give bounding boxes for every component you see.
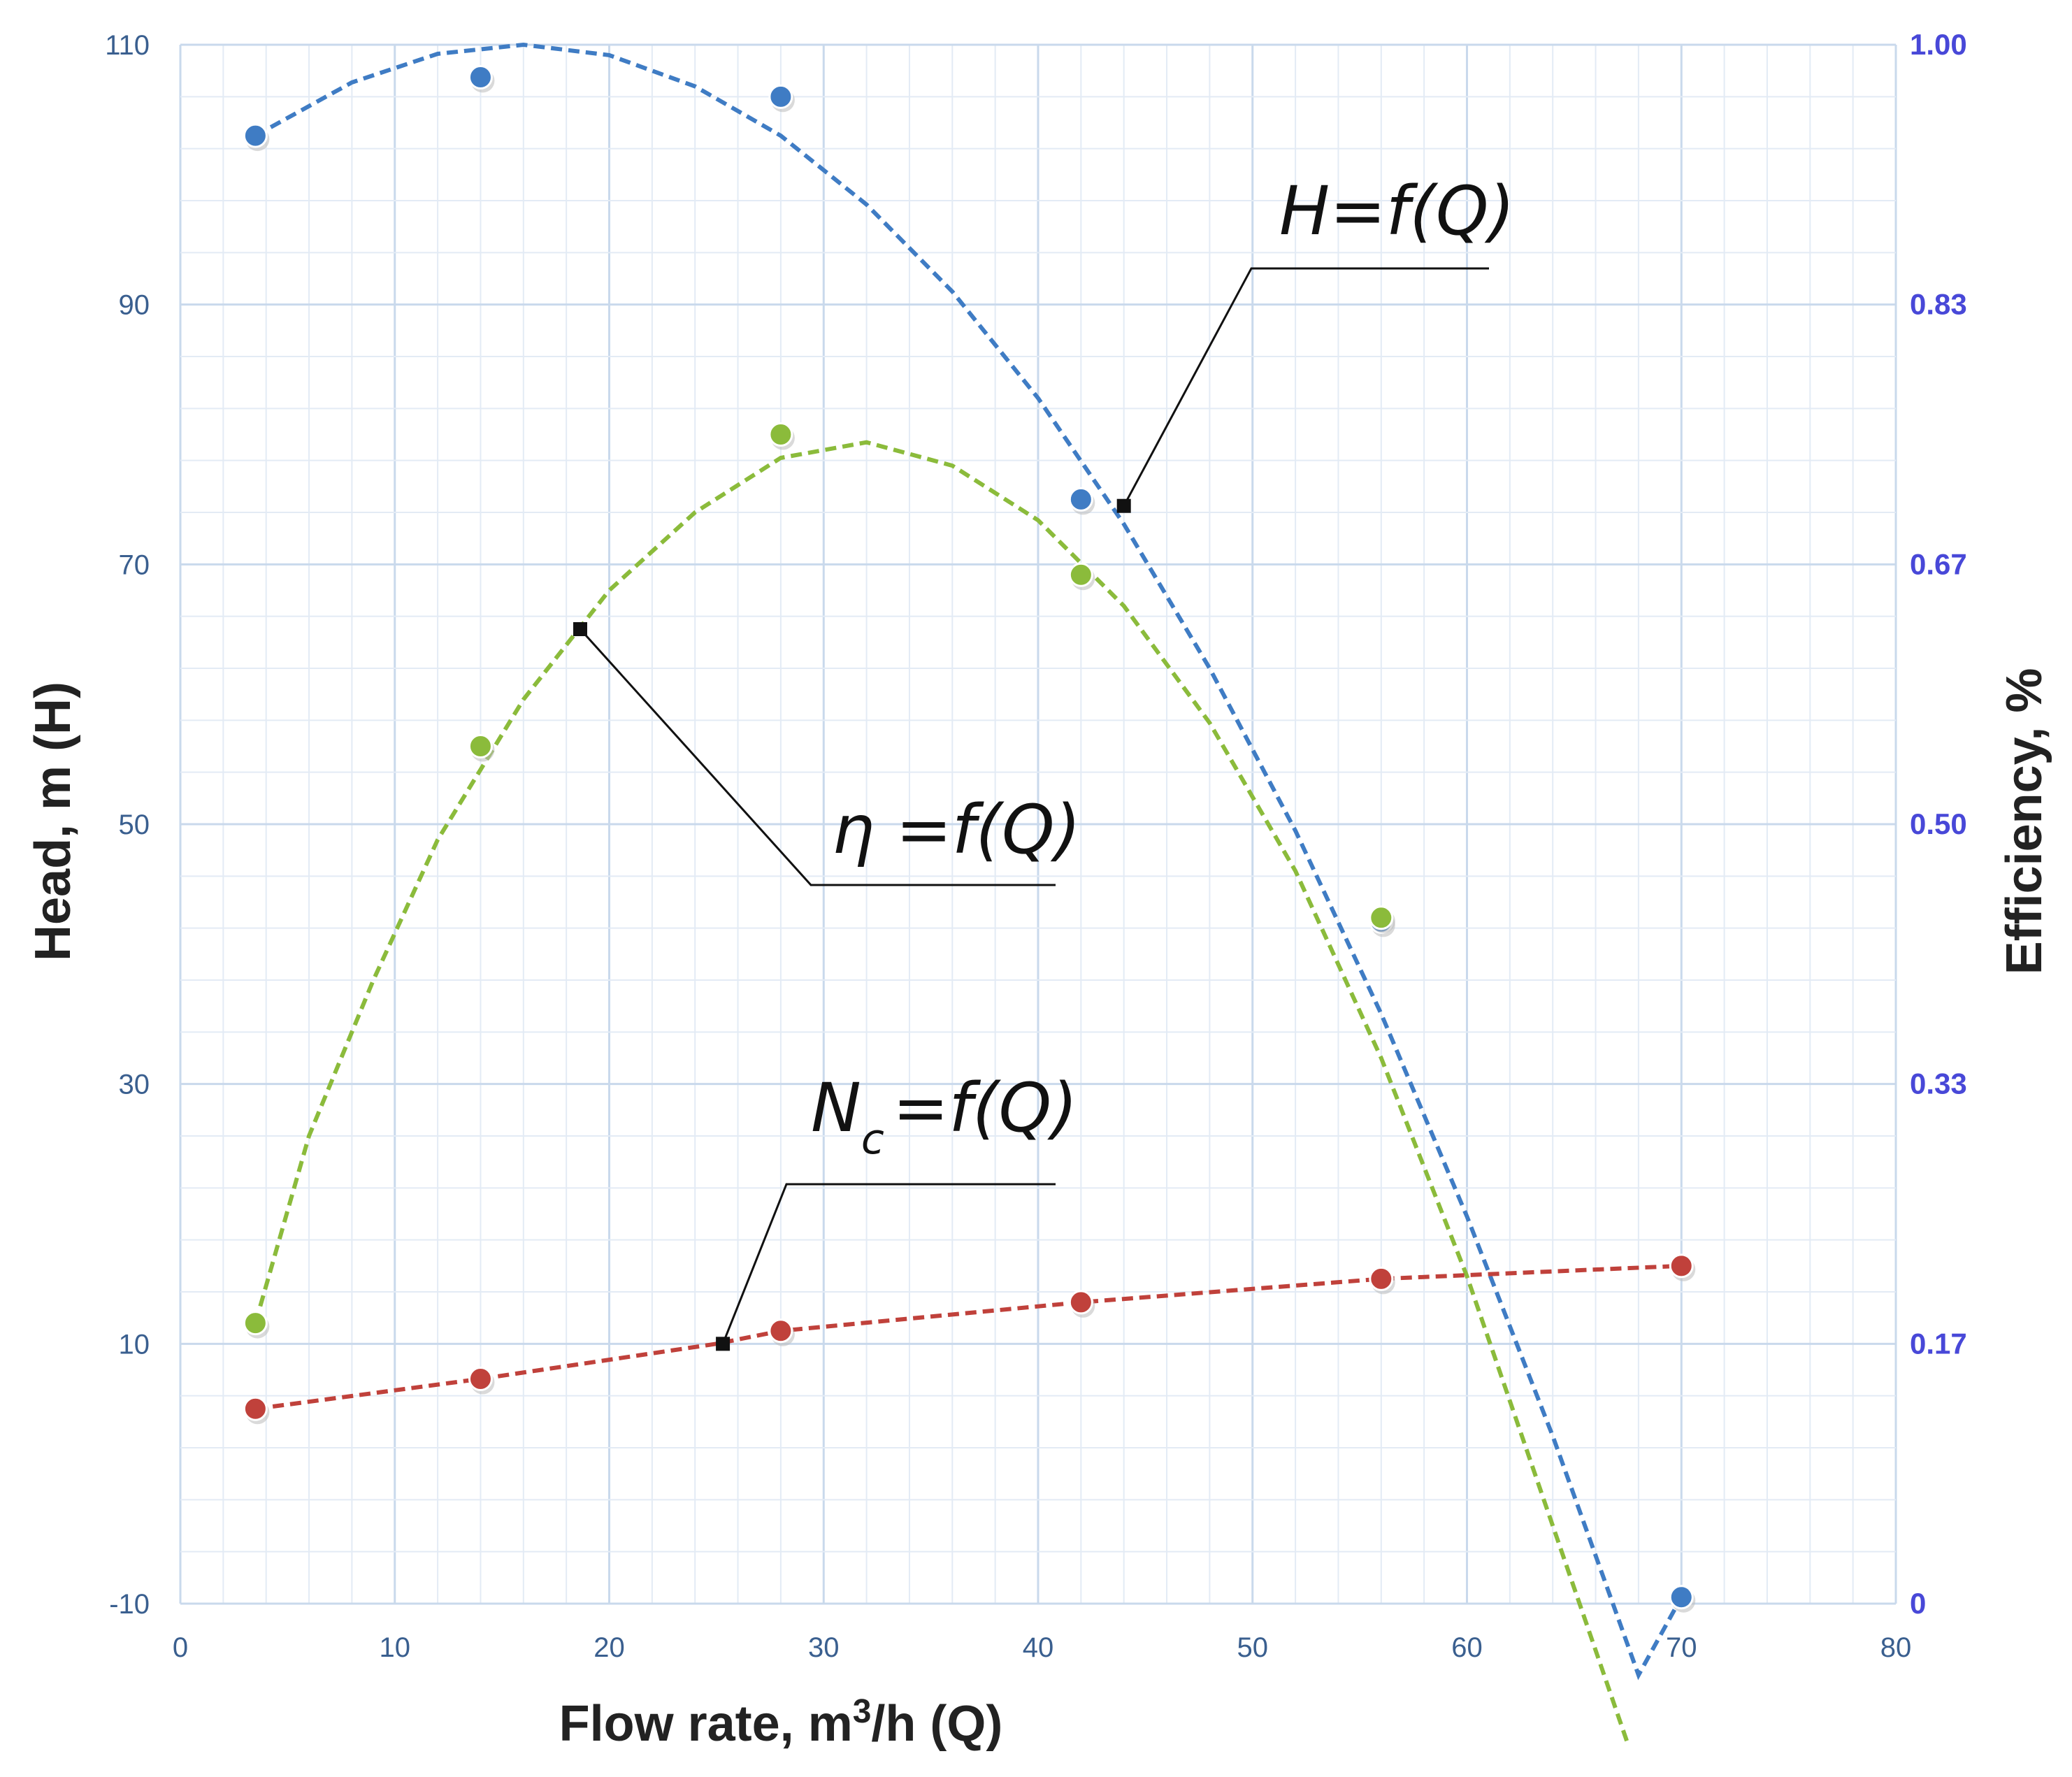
annotation-marker (716, 1337, 731, 1351)
annotation-leader (579, 628, 1056, 886)
y-tick-label: 50 (119, 810, 150, 840)
x-tick-label: 20 (593, 1632, 625, 1663)
x-tick-label: 40 (1023, 1632, 1054, 1663)
trendline-series-0 (254, 42, 1683, 1681)
x-tick-label: 80 (1880, 1632, 1912, 1663)
tick-labels: 0 10 20 30 40 50 60 70 80 110 90 70 50 30 10 -10 1.00 0.8… (105, 28, 1967, 1663)
data-point-series-0 (468, 64, 493, 89)
y-tick-label: 10 (119, 1329, 150, 1360)
y-tick-label: 70 (119, 549, 150, 580)
x-tick-label: 10 (380, 1632, 411, 1663)
data-point-series-2 (1369, 1266, 1394, 1291)
x-axis-title: Flow rate, m3/h (Q) (559, 1693, 1003, 1752)
y-axis-title: Head, m (H) (25, 682, 81, 961)
annotation-label: Nc =f(Q) (811, 1069, 1078, 1164)
data-point-series-1 (768, 422, 793, 447)
y2-tick-label: 1.00 (1910, 28, 1967, 61)
data-point-series-0 (768, 84, 793, 109)
x-tick-label: 70 (1666, 1632, 1697, 1663)
x-tick-label: 0 (173, 1632, 188, 1663)
data-point-series-0 (243, 123, 268, 148)
data-point-series-2 (468, 1367, 493, 1392)
data-point-series-1 (1068, 562, 1093, 587)
y2-tick-label: 0.67 (1910, 547, 1967, 580)
annotations: H=f(Q) η =f(Q) Nc =f(Q) (573, 172, 1515, 1351)
y2-tick-label: 0.17 (1910, 1327, 1967, 1360)
y-tick-label: 30 (119, 1070, 150, 1100)
annotation-leader (1123, 267, 1489, 507)
y2-tick-label: 0 (1910, 1587, 1926, 1620)
y2-tick-label: 0.50 (1910, 807, 1967, 840)
annotation-label: H=f(Q) (1279, 172, 1515, 250)
data-point-series-2 (243, 1396, 268, 1421)
data-point-series-0 (1669, 1585, 1694, 1610)
grid (179, 43, 1897, 1605)
y2-axis-title: Efficiency, % (1997, 668, 2052, 975)
data-point-series-2 (1068, 1290, 1093, 1315)
y-tick-label: 110 (105, 30, 150, 61)
data-point-series-2 (1669, 1253, 1694, 1279)
data-points (243, 64, 1696, 1613)
trendline-series-1 (253, 440, 1630, 1745)
y-tick-label: -10 (109, 1589, 150, 1620)
annotation-marker (1116, 498, 1131, 513)
x-tick-label: 60 (1451, 1632, 1483, 1663)
x-tick-label: 50 (1237, 1632, 1269, 1663)
x-tick-label: 30 (808, 1632, 840, 1663)
annotation-leader (721, 1183, 1056, 1344)
data-point-series-1 (243, 1311, 268, 1336)
data-point-series-1 (1369, 905, 1394, 930)
annotation-label: η =f(Q) (832, 791, 1081, 869)
data-point-series-0 (1068, 487, 1093, 512)
y2-tick-label: 0.33 (1910, 1067, 1967, 1100)
data-point-series-2 (768, 1318, 793, 1344)
annotation-marker (573, 622, 587, 636)
y-tick-label: 90 (119, 290, 150, 321)
data-point-series-1 (468, 734, 493, 758)
y2-tick-label: 0.83 (1910, 288, 1967, 321)
